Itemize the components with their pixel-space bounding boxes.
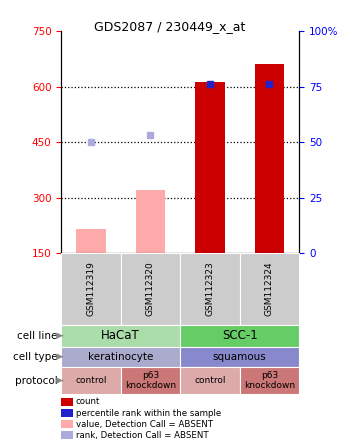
Text: count: count (76, 397, 100, 407)
Bar (240, 367, 299, 394)
Bar (61, 253, 121, 325)
Bar (136, 190, 165, 253)
Bar (180, 347, 299, 367)
Text: control: control (75, 376, 107, 385)
Text: HaCaT: HaCaT (101, 329, 140, 342)
Text: GDS2087 / 230449_x_at: GDS2087 / 230449_x_at (94, 20, 246, 33)
Text: squamous: squamous (213, 352, 267, 362)
Bar (61, 409, 73, 417)
Bar (255, 64, 284, 253)
Text: GSM112323: GSM112323 (205, 262, 215, 316)
Bar (195, 82, 225, 253)
Bar (61, 367, 121, 394)
Text: GSM112319: GSM112319 (86, 262, 96, 316)
Text: p63
knockdown: p63 knockdown (125, 371, 176, 390)
Text: percentile rank within the sample: percentile rank within the sample (76, 408, 221, 417)
Bar (61, 347, 180, 367)
Text: GSM112324: GSM112324 (265, 262, 274, 316)
Text: GSM112320: GSM112320 (146, 262, 155, 316)
Bar (240, 253, 299, 325)
Text: rank, Detection Call = ABSENT: rank, Detection Call = ABSENT (76, 431, 208, 440)
Text: p63
knockdown: p63 knockdown (244, 371, 295, 390)
Text: protocol: protocol (15, 376, 58, 385)
Bar (61, 398, 73, 406)
Bar (121, 367, 180, 394)
Text: cell type: cell type (13, 352, 58, 362)
Bar (76, 229, 106, 253)
Text: control: control (194, 376, 226, 385)
Bar (61, 325, 180, 347)
Bar (121, 253, 180, 325)
Text: keratinocyte: keratinocyte (88, 352, 153, 362)
Text: value, Detection Call = ABSENT: value, Detection Call = ABSENT (76, 420, 213, 428)
Bar (61, 420, 73, 428)
Bar (180, 325, 299, 347)
Bar (180, 367, 240, 394)
Text: cell line: cell line (17, 331, 58, 341)
Bar (180, 253, 240, 325)
Text: SCC-1: SCC-1 (222, 329, 258, 342)
Bar (61, 431, 73, 439)
